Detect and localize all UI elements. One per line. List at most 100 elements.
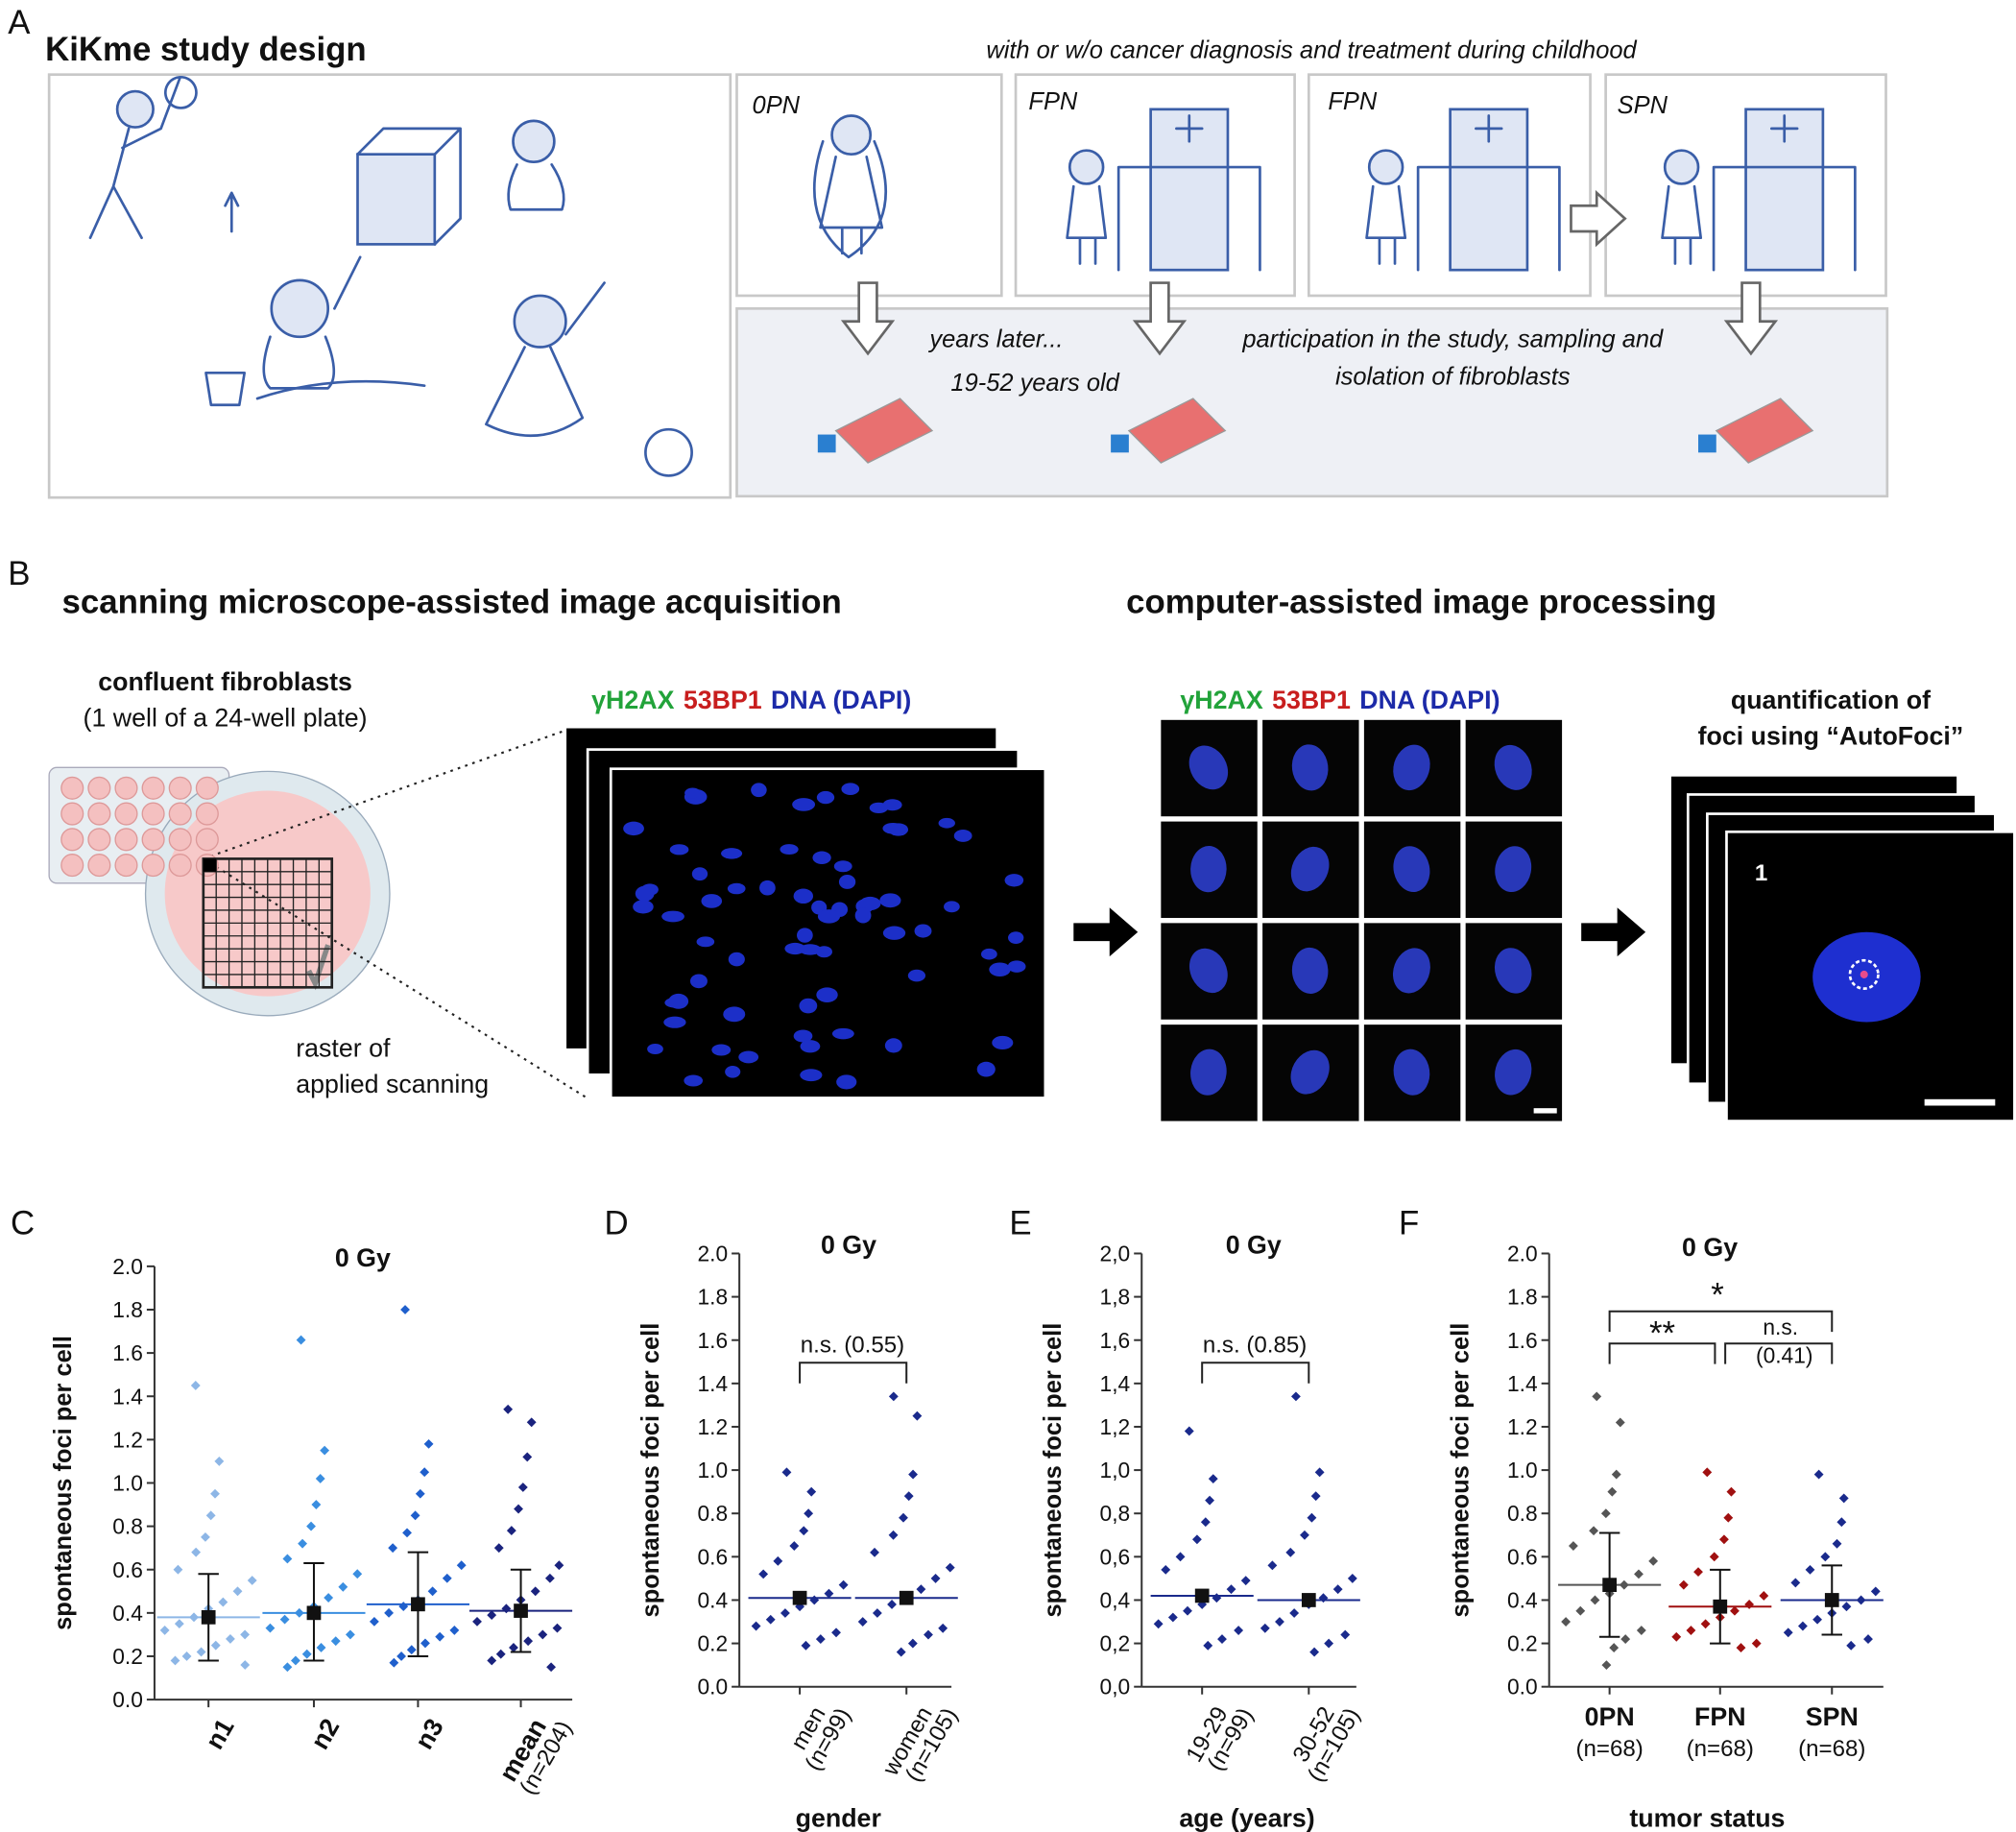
data-point bbox=[945, 1562, 955, 1573]
data-point bbox=[240, 1629, 251, 1640]
data-point bbox=[1310, 1491, 1321, 1502]
data-point bbox=[801, 1640, 811, 1651]
note: isolation of fibroblasts bbox=[1335, 363, 1571, 390]
y-tick-label: 1,0 bbox=[1100, 1458, 1131, 1482]
data-point bbox=[1723, 1512, 1734, 1523]
data-point bbox=[174, 1619, 184, 1629]
y-tick-label: 0,2 bbox=[1100, 1631, 1131, 1656]
y-tick-label: 1,8 bbox=[1100, 1285, 1131, 1310]
well bbox=[60, 828, 84, 852]
well bbox=[195, 802, 219, 826]
nucleus bbox=[623, 821, 644, 836]
nucleus bbox=[669, 844, 689, 856]
data-point bbox=[517, 1482, 528, 1492]
y-axis-label: spontaneous foci per cell bbox=[637, 1323, 664, 1618]
data-point bbox=[1870, 1586, 1881, 1597]
cell-nucleus bbox=[1290, 846, 1330, 892]
data-point bbox=[538, 1629, 548, 1640]
well bbox=[168, 776, 192, 800]
y-tick-label: 1.6 bbox=[112, 1340, 143, 1365]
data-point bbox=[1841, 1602, 1852, 1612]
mean-marker bbox=[306, 1605, 322, 1621]
y-tick-label: 0,0 bbox=[1100, 1675, 1131, 1699]
data-point bbox=[1240, 1576, 1251, 1586]
mean-marker bbox=[899, 1590, 914, 1605]
nucleus bbox=[980, 948, 997, 960]
nucleus bbox=[728, 952, 745, 967]
nucleus bbox=[953, 829, 972, 842]
panel-label: E bbox=[1009, 1204, 1031, 1241]
cell-nucleus bbox=[1393, 744, 1430, 791]
y-tick-label: 1,2 bbox=[1100, 1414, 1131, 1439]
y-tick-label: 2.0 bbox=[112, 1254, 143, 1279]
nucleus bbox=[816, 790, 835, 805]
data-point bbox=[1184, 1426, 1194, 1436]
arrow bbox=[1073, 907, 1139, 957]
nucleus bbox=[944, 901, 960, 913]
data-point bbox=[1590, 1595, 1600, 1605]
chart-title: 0 Gy bbox=[821, 1230, 876, 1259]
cell-nucleus bbox=[1190, 846, 1227, 893]
cell-nucleus bbox=[1495, 846, 1532, 893]
stain-label: DNA (DAPI) bbox=[1359, 686, 1500, 714]
raster-note: raster of bbox=[296, 1034, 391, 1063]
well bbox=[168, 828, 192, 852]
scan-image bbox=[609, 767, 1047, 1099]
x-tick-label: 0PN bbox=[1585, 1702, 1635, 1731]
data-point bbox=[1709, 1552, 1719, 1562]
nucleus bbox=[738, 1050, 759, 1064]
data-point bbox=[218, 1597, 228, 1607]
nucleus bbox=[799, 944, 822, 955]
y-tick-label: 1.2 bbox=[112, 1427, 143, 1452]
data-point bbox=[1805, 1564, 1815, 1575]
data-point bbox=[214, 1456, 225, 1466]
y-tick-label: 1.4 bbox=[112, 1384, 143, 1409]
nucleus bbox=[938, 817, 955, 829]
nucleus bbox=[831, 1027, 854, 1040]
nucleus bbox=[797, 928, 813, 943]
raster bbox=[202, 857, 334, 989]
stain-label: 53BP1 bbox=[684, 686, 762, 714]
y-tick-label: 1.8 bbox=[697, 1285, 728, 1310]
x-tick-label: FPN bbox=[1694, 1702, 1746, 1731]
data-point bbox=[1601, 1660, 1612, 1671]
data-point bbox=[396, 1651, 406, 1661]
raster-cell bbox=[203, 858, 217, 872]
nucleus bbox=[800, 1069, 823, 1082]
y-tick-label: 1.0 bbox=[1507, 1458, 1538, 1482]
data-point bbox=[1702, 1467, 1713, 1478]
data-point bbox=[1759, 1591, 1769, 1601]
nucleus bbox=[879, 893, 901, 908]
nucleus bbox=[914, 924, 932, 938]
nucleus bbox=[711, 1044, 732, 1056]
heading: computer-assisted image processing bbox=[1126, 584, 1716, 621]
nucleus bbox=[1004, 874, 1024, 887]
data-point bbox=[298, 1538, 307, 1549]
cell-nucleus bbox=[1291, 947, 1329, 994]
well bbox=[114, 802, 138, 826]
nucleus bbox=[792, 798, 816, 811]
cell-nucleus bbox=[1392, 948, 1430, 994]
x-axis-label: tumor status bbox=[1629, 1804, 1785, 1832]
data-point bbox=[435, 1631, 445, 1642]
children-sketch bbox=[88, 75, 693, 477]
data-point bbox=[1217, 1634, 1227, 1644]
nucleus bbox=[793, 1029, 813, 1043]
well bbox=[114, 776, 138, 800]
well bbox=[87, 828, 111, 852]
y-tick-label: 0,8 bbox=[1100, 1501, 1131, 1526]
cell-nucleus bbox=[1190, 1049, 1227, 1096]
raster-note: applied scanning bbox=[296, 1070, 489, 1098]
nucleus bbox=[816, 987, 838, 1002]
well bbox=[87, 776, 111, 800]
y-tick-label: 0.4 bbox=[1507, 1587, 1538, 1612]
cell-nucleus bbox=[1291, 744, 1329, 791]
stain-label: γH2AX bbox=[591, 686, 674, 714]
y-tick-label: 0.8 bbox=[697, 1501, 728, 1526]
y-tick-label: 1.2 bbox=[1507, 1414, 1538, 1439]
nucleus bbox=[759, 880, 776, 896]
significance-bracket bbox=[1608, 1310, 1834, 1333]
data-point bbox=[1620, 1634, 1631, 1644]
data-point bbox=[751, 1621, 761, 1631]
